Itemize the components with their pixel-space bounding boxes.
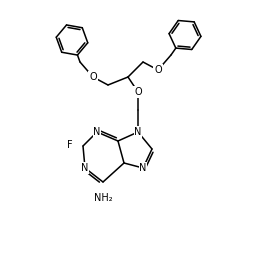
Text: NH₂: NH₂ [94,193,112,203]
Text: F: F [67,140,73,150]
Text: N: N [134,127,142,137]
Text: N: N [81,163,89,173]
Text: N: N [93,127,101,137]
Text: N: N [139,163,147,173]
Text: O: O [154,65,162,75]
Text: O: O [89,72,97,82]
Text: O: O [134,87,142,97]
